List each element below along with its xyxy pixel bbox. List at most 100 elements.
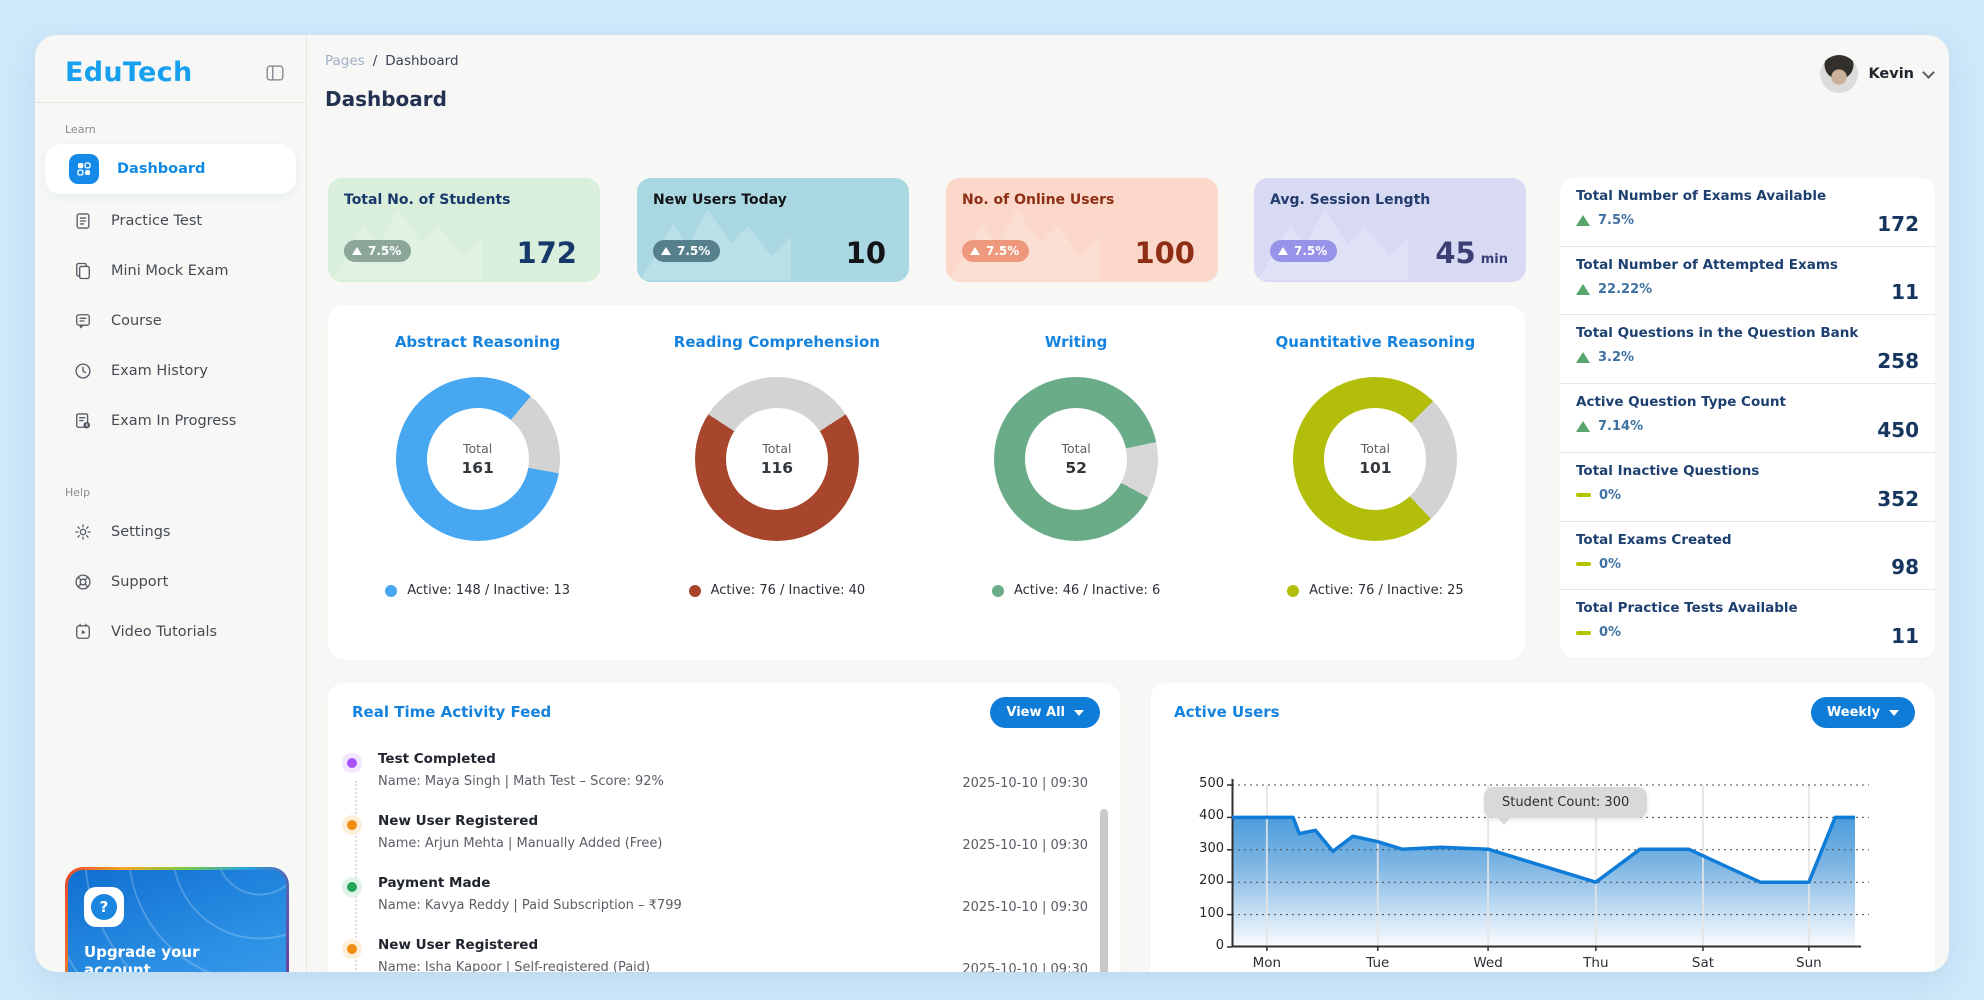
feed-event-type: Test Completed <box>378 751 496 767</box>
x-axis-day-label: Mon <box>1252 955 1282 971</box>
stat-card-total-students: Total No. of Students 7.5% 172 <box>328 178 600 282</box>
donut-center: Total 52 <box>1025 408 1128 510</box>
x-axis-day-label: Sun <box>1796 955 1822 971</box>
donut-center: Total 116 <box>725 408 828 510</box>
sidebar-item-label: Exam History <box>111 363 208 379</box>
upgrade-card[interactable]: ? Upgrade your account Get access to all… <box>65 867 289 972</box>
trend-flat-icon <box>1576 562 1591 567</box>
sidebar-item-course[interactable]: Course <box>35 296 306 346</box>
donut-legend: Active: 76 / Inactive: 40 <box>627 583 926 598</box>
donut-title: Writing <box>1044 333 1108 351</box>
sidebar-item-settings[interactable]: Settings <box>35 507 306 557</box>
legend-dot-icon <box>991 584 1004 597</box>
stat-card-online-users: No. of Online Users 7.5% 100 <box>946 178 1218 282</box>
weekly-range-button[interactable]: Weekly <box>1810 697 1915 728</box>
app-window: EduTech Learn Dashboard Practice Test Mi… <box>35 35 1949 972</box>
stat-card-new-users: New Users Today 7.5% 10 <box>637 178 909 282</box>
donut-title: Reading Comprehension <box>673 333 880 351</box>
legend-dot-icon <box>385 584 398 597</box>
donut-chart: Total 52 <box>994 377 1159 541</box>
feed-event-detail: Name: Kavya Reddy | Paid Subscription – … <box>378 898 682 913</box>
settings-gear-icon <box>73 522 93 542</box>
breadcrumb-separator: / <box>372 53 378 69</box>
feed-event-detail: Name: Isha Kapoor | Self-registered (Pai… <box>378 960 651 972</box>
donut-reading-comprehension: Reading Comprehension Total 116 Active: … <box>627 305 926 660</box>
y-axis-tick-label: 0 <box>1215 938 1224 953</box>
sidebar-item-dashboard[interactable]: Dashboard <box>45 144 296 194</box>
activity-feed-title: Real Time Activity Feed <box>352 703 552 721</box>
feed-item: New User Registered Name: Isha Kapoor | … <box>328 937 1120 972</box>
exam-stat-value: 172 <box>1877 211 1919 236</box>
timeline-connector <box>355 781 357 972</box>
exam-stat-label: Total Inactive Questions <box>1576 462 1760 479</box>
y-axis-tick-label: 500 <box>1199 776 1224 791</box>
user-menu[interactable]: Kevin <box>1820 55 1935 93</box>
topbar: Pages / Dashboard Dashboard Kevin <box>307 35 1949 165</box>
view-all-button[interactable]: View All <box>990 697 1100 728</box>
stat-card-title: New Users Today <box>653 192 787 208</box>
exam-stat-value: 450 <box>1877 417 1919 442</box>
scrollbar-thumb[interactable] <box>1100 809 1108 972</box>
stat-card-session-length: Avg. Session Length 7.5% 45 min <box>1254 178 1526 282</box>
exam-stat-change: 7.14% <box>1598 419 1644 435</box>
stat-badge: 7.5% <box>1270 240 1338 262</box>
sidebar-item-label: Practice Test <box>111 213 203 229</box>
stat-value: 100 <box>1134 236 1195 270</box>
exam-stat-label: Active Question Type Count <box>1576 394 1786 411</box>
sidebar-item-label: Dashboard <box>117 161 206 177</box>
sidebar-item-mini-mock-exam[interactable]: Mini Mock Exam <box>35 246 306 296</box>
exam-stat-change: 0% <box>1599 625 1622 641</box>
question-type-donut-panel: Abstract Reasoning Total 161 Active: 148… <box>328 305 1525 660</box>
avatar[interactable] <box>1820 55 1859 93</box>
exam-stat-change: 22.22% <box>1598 281 1653 297</box>
feed-item: Payment Made Name: Kavya Reddy | Paid Su… <box>328 875 1120 919</box>
feed-event-type: New User Registered <box>378 937 539 953</box>
dashboard-grid-icon <box>69 154 99 184</box>
trend-up-icon <box>352 247 362 255</box>
stat-card-title: Avg. Session Length <box>1270 192 1431 208</box>
exam-stats-panel: Total Number of Exams Available 7.5% 172… <box>1560 178 1935 658</box>
event-dot-icon <box>347 820 357 830</box>
exam-in-progress-icon <box>73 411 93 431</box>
sidebar-item-video-tutorials[interactable]: Video Tutorials <box>35 607 306 657</box>
trend-up-icon <box>1278 247 1288 255</box>
feed-event-timestamp: 2025-10-10 | 09:30 <box>962 962 1088 972</box>
sidebar-item-practice-test[interactable]: Practice Test <box>35 196 306 246</box>
x-axis-day-label: Tue <box>1366 955 1390 971</box>
sidebar-item-exam-history[interactable]: Exam History <box>35 346 306 396</box>
stat-badge: 7.5% <box>653 240 721 262</box>
sidebar-item-support[interactable]: Support <box>35 557 306 607</box>
active-users-title: Active Users <box>1174 703 1280 721</box>
donut-center: Total 101 <box>1324 408 1427 510</box>
upgrade-title: Upgrade your account <box>84 943 200 972</box>
sidebar: EduTech Learn Dashboard Practice Test Mi… <box>35 35 307 972</box>
breadcrumb-pages[interactable]: Pages <box>325 53 365 69</box>
stat-value: 10 <box>845 236 886 270</box>
event-dot-icon <box>347 758 357 768</box>
stat-card-title: No. of Online Users <box>962 192 1115 208</box>
feed-event-type: Payment Made <box>378 875 491 891</box>
y-axis-tick-label: 300 <box>1199 840 1224 856</box>
donut-abstract-reasoning: Abstract Reasoning Total 161 Active: 148… <box>328 305 627 660</box>
practice-test-icon <box>73 211 93 231</box>
chart-tooltip: Student Count: 300 <box>1484 787 1648 825</box>
feed-event-timestamp: 2025-10-10 | 09:30 <box>962 776 1088 791</box>
donut-chart: Total 116 <box>694 377 859 541</box>
dropdown-arrow-icon <box>1889 709 1899 716</box>
x-axis-day-label: Thu <box>1583 955 1609 971</box>
sidebar-item-label: Support <box>111 574 169 590</box>
trend-up-icon <box>1576 283 1590 295</box>
sidebar-item-label: Settings <box>111 524 171 540</box>
donut-title: Abstract Reasoning <box>394 333 561 351</box>
feed-event-timestamp: 2025-10-10 | 09:30 <box>962 900 1088 915</box>
exam-stat-label: Total Questions in the Question Bank <box>1576 325 1859 342</box>
active-users-panel: Active Users Weekly Student Count: 300 0… <box>1150 683 1935 972</box>
sidebar-item-exam-in-progress[interactable]: Exam In Progress <box>35 396 306 446</box>
sidebar-item-label: Exam In Progress <box>111 413 237 429</box>
feed-item: Test Completed Name: Maya Singh | Math T… <box>328 751 1120 795</box>
tooltip-pointer-icon <box>1497 817 1511 825</box>
exam-stat-value: 258 <box>1877 349 1919 374</box>
donut-writing: Writing Total 52 Active: 46 / Inactive: … <box>927 305 1226 660</box>
user-name: Kevin <box>1868 66 1914 82</box>
sidebar-collapse-icon[interactable] <box>264 62 286 84</box>
